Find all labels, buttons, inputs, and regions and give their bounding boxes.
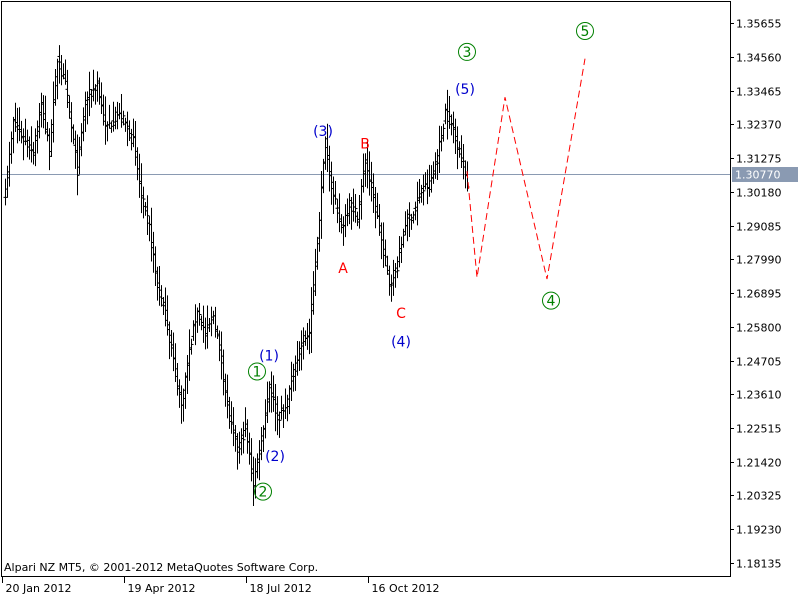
wave-label: B — [360, 136, 370, 152]
price-tick-label: 1.20325 — [736, 490, 782, 503]
price-tick-label: 1.35655 — [736, 18, 782, 31]
price-tick-label: 1.24705 — [736, 356, 782, 369]
forecast-path — [466, 58, 586, 280]
copyright-watermark: Alpari NZ MT5, © 2001-2012 MetaQuotes So… — [4, 561, 318, 574]
ohlc-bar — [441, 123, 446, 142]
wave-circle — [542, 291, 560, 310]
ohlc-bar — [395, 256, 400, 279]
price-tick-label: 1.27990 — [736, 254, 782, 267]
ohlc-bar — [197, 303, 202, 326]
price-tick-label: 1.31275 — [736, 153, 782, 166]
time-tick-label: 20 Jan 2012 — [6, 582, 72, 595]
ohlc-bar — [145, 195, 150, 236]
price-tick-label: 1.29085 — [736, 221, 782, 234]
time-tick-label: 19 Apr 2012 — [128, 582, 196, 595]
price-axis: 1.35655 1.34560 1.33465 1.32370 1.31275 1.301… — [730, 18, 798, 571]
wave-label: 3 — [463, 45, 472, 61]
wave-circle — [458, 42, 476, 61]
price-tick-label: 1.19230 — [736, 524, 782, 537]
ohlc-bar — [333, 180, 338, 205]
price-tick-label: 1.30180 — [736, 187, 782, 200]
price-tick-label: 1.23610 — [736, 389, 782, 402]
price-tick-label: 1.33465 — [736, 86, 782, 99]
ohlc-bar — [353, 194, 358, 223]
ohlc-bar — [241, 421, 246, 454]
ohlc-bar — [189, 338, 194, 355]
ohlc-bar — [65, 69, 70, 109]
wave-label: (3) — [313, 124, 333, 140]
wave-label: 4 — [547, 294, 556, 310]
time-tick-label: 16 Oct 2012 — [372, 582, 440, 595]
price-tick-label: 1.18135 — [736, 558, 782, 571]
price-tick-label: 1.25800 — [736, 322, 782, 335]
wave-label: (4) — [391, 334, 411, 350]
time-tick-label: 18 Jul 2012 — [250, 582, 312, 595]
price-tick-label: 1.26895 — [736, 288, 782, 301]
ohlc-bar — [421, 174, 426, 206]
current-price-label: 1.30770 — [735, 169, 781, 182]
wave-label: (2) — [265, 449, 285, 465]
ohlc-bar — [121, 110, 126, 126]
wave-label: 5 — [581, 24, 590, 40]
wave-label: (1) — [259, 348, 279, 364]
price-bars — [3, 45, 470, 506]
time-axis: 20 Jan 2012 19 Apr 2012 18 Jul 2012 16 Oct … — [2, 577, 440, 595]
wave-label: (5) — [455, 82, 475, 98]
price-tick-label: 1.32370 — [736, 119, 782, 132]
ohlc-bar — [141, 186, 146, 219]
price-tick-label: 1.34560 — [736, 52, 782, 65]
forecast-path-group — [466, 58, 586, 280]
wave-label: 2 — [259, 485, 268, 501]
wave-circle — [254, 482, 272, 501]
wave-labels: (1)1 (2) 2 (3) A B C (4) (5) 3 4 5 — [248, 21, 594, 501]
wave-circle — [576, 21, 594, 40]
ohlc-bar — [277, 411, 282, 438]
price-tick-label: 1.22515 — [736, 423, 782, 436]
wave-circle — [248, 362, 266, 381]
current-price-box — [732, 167, 798, 182]
plot-frame — [1, 1, 731, 577]
price-tick-label: 1.21420 — [736, 457, 782, 470]
wave-label: C — [396, 306, 406, 322]
wave-label: A — [338, 261, 348, 277]
wave-label: 1 — [253, 364, 262, 380]
ohlc-bar — [75, 134, 80, 196]
